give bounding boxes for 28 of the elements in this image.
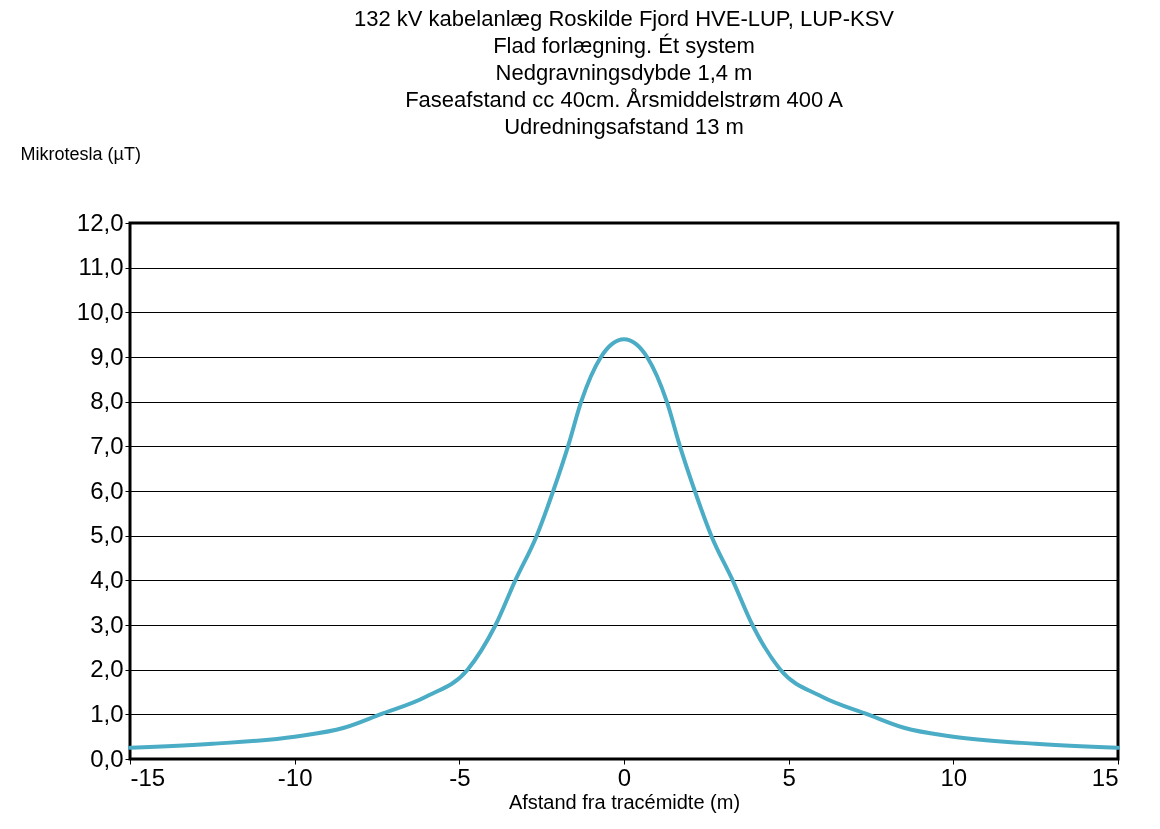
x-tick-label: 10 [940,763,968,791]
x-tick-label: -10 [277,763,313,791]
y-tick-label: 7,0 [90,431,124,459]
y-tick-label: 10,0 [76,297,124,325]
y-tick-label: 12,0 [76,208,124,236]
y-axis-title: Mikrotesla (µT) [20,143,141,164]
text: Flad forlægning. Ét system [493,33,755,58]
y-tick-label: 5,0 [90,521,124,549]
y-tick-label: 6,0 [90,476,124,504]
text: Nedgravningsdybde 1,4 m [495,60,753,85]
y-tick-label: 11,0 [78,253,124,281]
y-tick-label: 8,0 [90,387,124,415]
x-tick-label: 5 [782,763,796,791]
y-tick-label: 3,0 [90,610,124,638]
x-tick-label: 0 [617,763,632,791]
line-series [128,337,1120,750]
x-tick-label: 15 [1091,763,1119,791]
x-tick-label: -15 [130,763,166,791]
y-tick-label: 9,0 [90,342,124,370]
text: Faseafstand cc 40cm. Årsmiddelstrøm 400 A [405,87,843,112]
text: 132 kV kabelanlæg Roskilde Fjord HVE-LUP, LUP-KSV [353,6,895,31]
y-tick-label: 4,0 [90,565,124,593]
y-tick-label: 0,0 [90,744,124,772]
x-axis-title: Afstand fra tracémidte (m) [508,790,741,813]
x-tick-label: -5 [449,763,471,791]
text: Udredningsafstand 13 m [504,114,744,139]
y-tick-label: 1,0 [90,699,124,727]
y-tick-label: 2,0 [90,655,124,683]
